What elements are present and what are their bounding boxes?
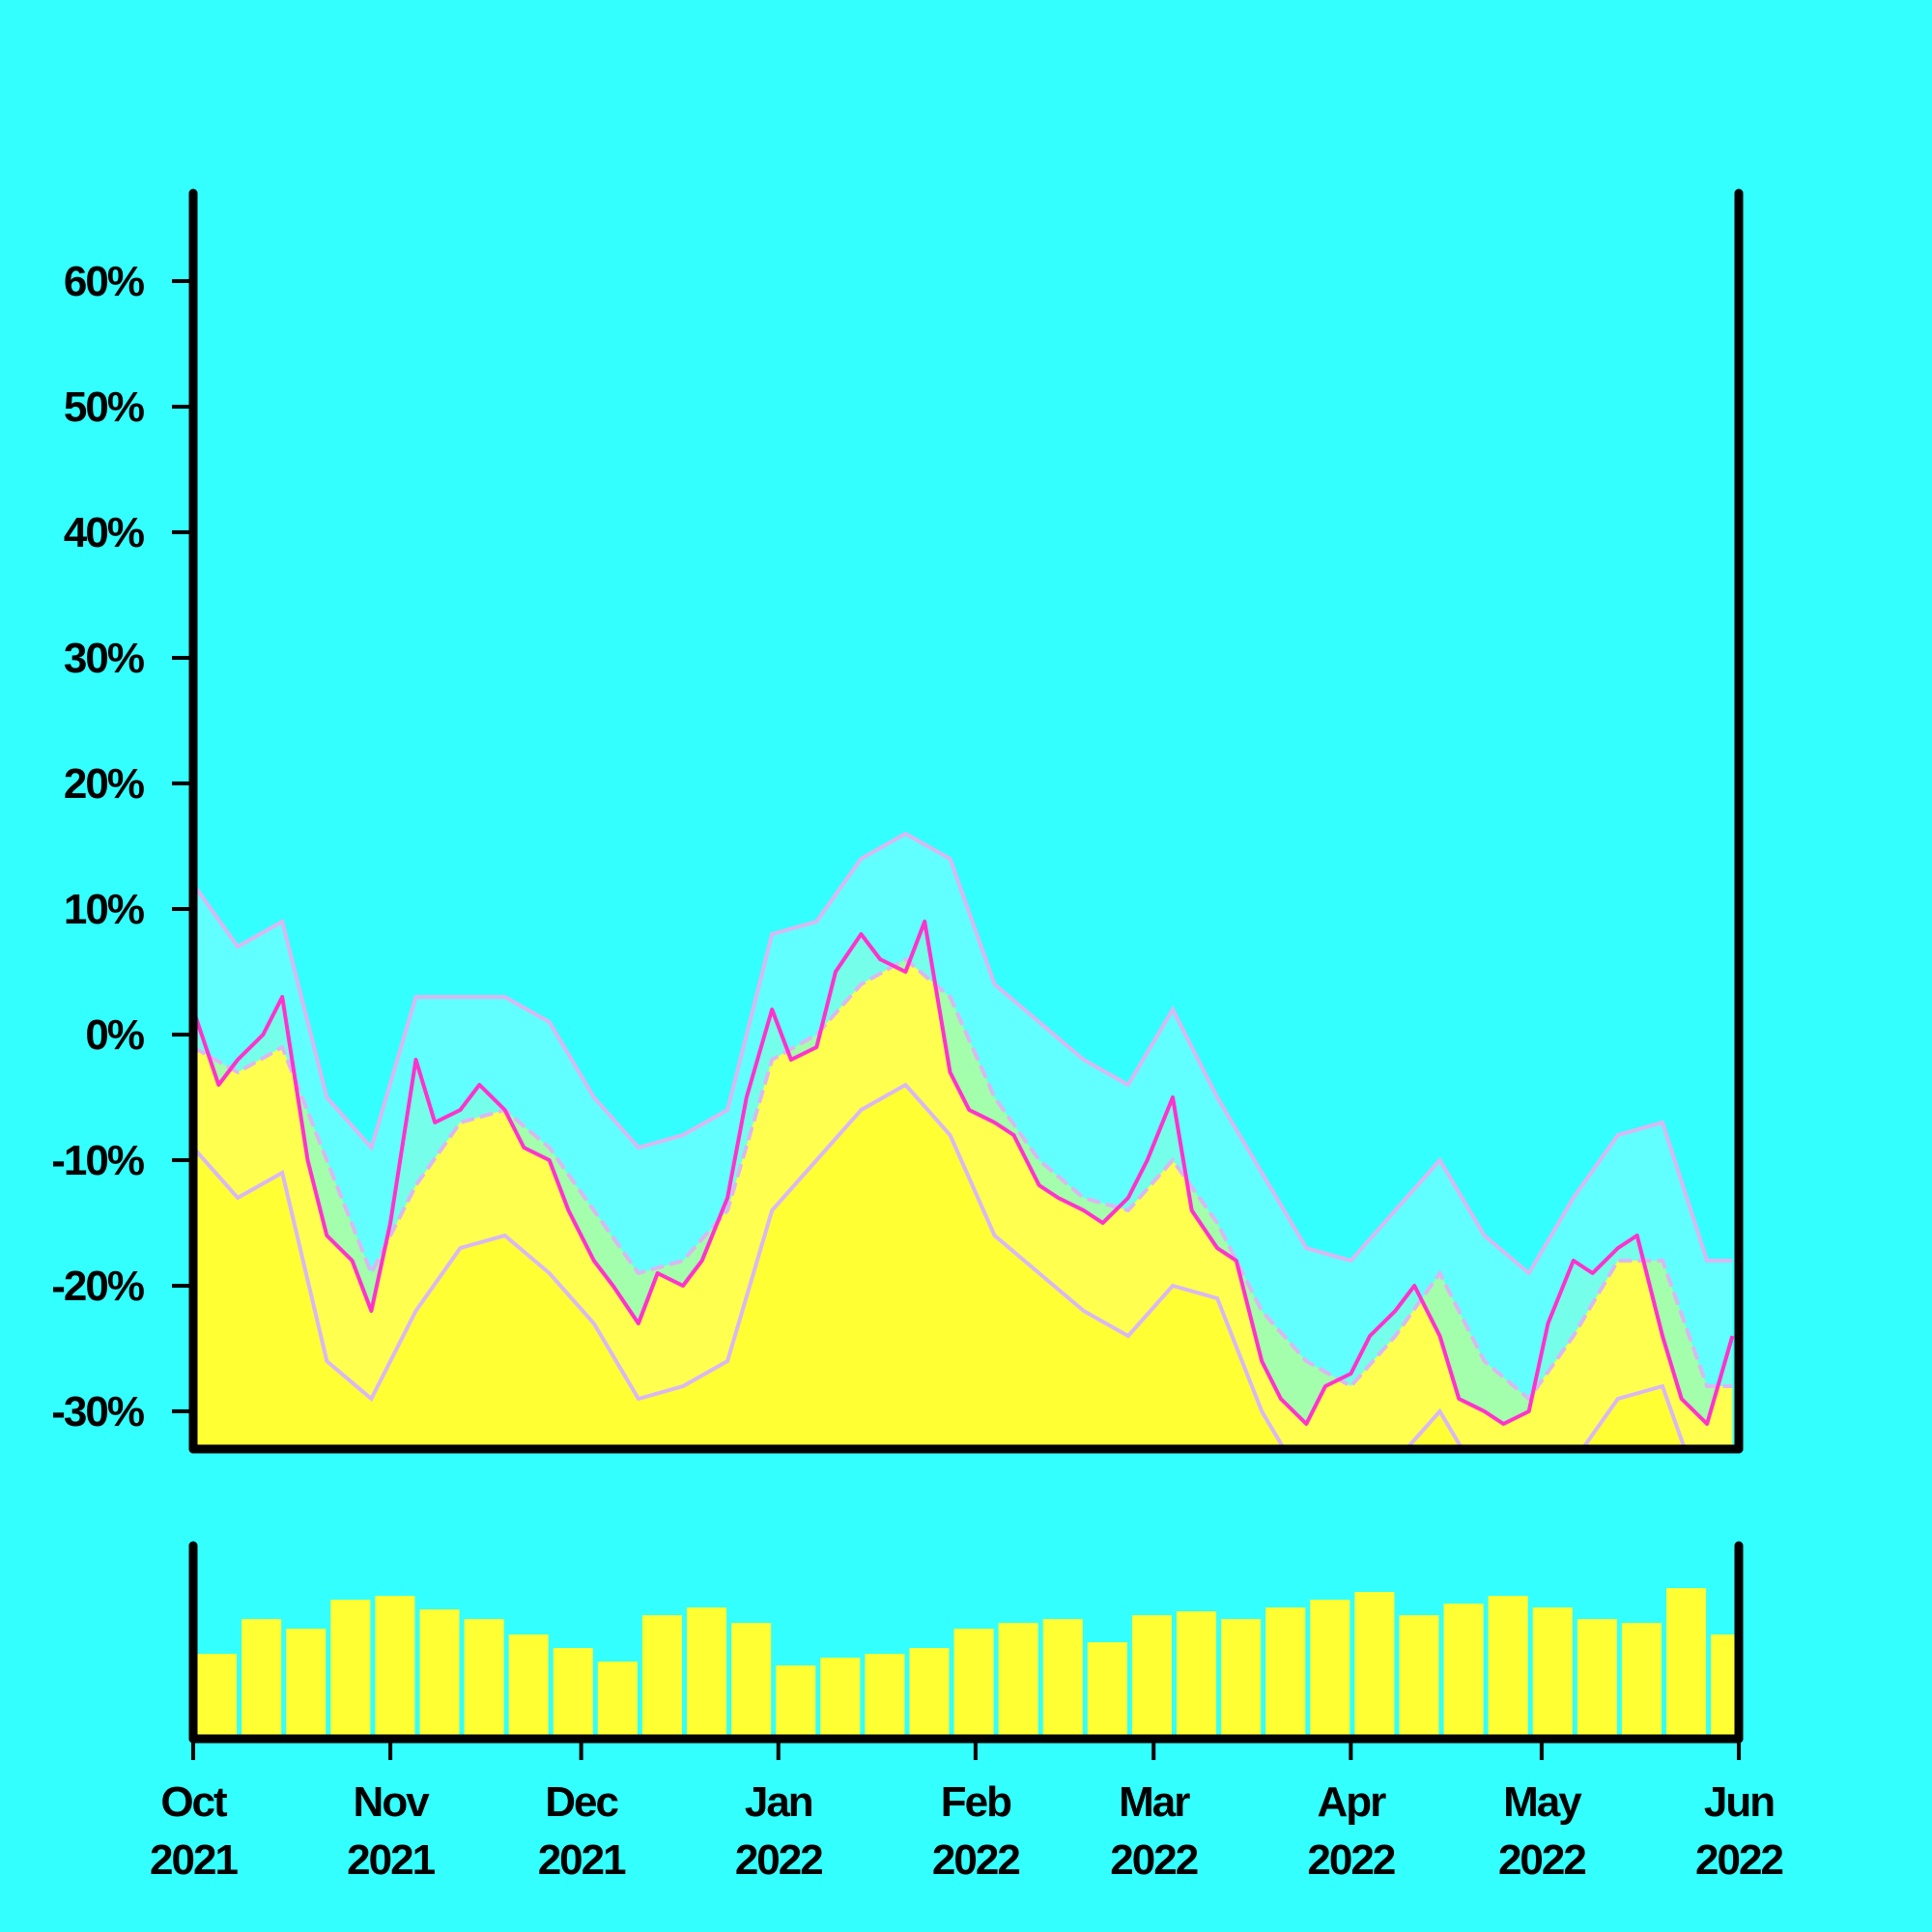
x-tick: Nov 2021: [347, 1739, 438, 1884]
x-tick-month: Jun: [1704, 1778, 1774, 1826]
volume-bar: [1087, 1642, 1127, 1735]
x-axis-ticks: Oct 2021 Nov 2021 Dec 2021 Jan 2022 Feb 2022 Mar 20…: [150, 1739, 1784, 1884]
x-tick: Apr 2022: [1307, 1739, 1397, 1884]
volume-bar: [776, 1665, 816, 1735]
volume-bar: [1443, 1604, 1484, 1735]
y-tick-label: 0%: [85, 1011, 143, 1059]
volume-bar: [1665, 1588, 1707, 1735]
x-tick: Jan 2022: [735, 1739, 824, 1884]
y-tick: 0%: [85, 1011, 193, 1059]
volume-bar: [641, 1615, 682, 1735]
x-tick-year: 2022: [1110, 1836, 1197, 1884]
main-plot-area: [193, 831, 1735, 1449]
x-tick-month: Oct: [160, 1778, 228, 1826]
x-tick-year: 2022: [1695, 1836, 1782, 1884]
x-tick-month: Feb: [941, 1778, 1011, 1826]
x-tick-year: 2022: [1498, 1836, 1585, 1884]
volume-bar: [1488, 1596, 1528, 1735]
volume-bar: [1310, 1600, 1350, 1735]
volume-bar: [553, 1648, 593, 1735]
x-tick: Dec 2021: [538, 1739, 628, 1884]
volume-bar: [1577, 1619, 1617, 1735]
x-tick-year: 2022: [932, 1836, 1019, 1884]
volume-bar: [1354, 1592, 1395, 1735]
y-tick-label: 40%: [64, 509, 144, 556]
x-tick-month: Mar: [1119, 1778, 1190, 1826]
x-tick: Oct 2021: [150, 1739, 240, 1884]
upper-band-line: [193, 831, 1733, 1277]
x-tick-year: 2021: [538, 1836, 626, 1884]
y-tick-label: -30%: [51, 1388, 144, 1435]
x-tick-year: 2022: [1307, 1836, 1394, 1884]
volume-bar: [242, 1619, 282, 1735]
volume-bar: [375, 1596, 415, 1735]
value-line: [193, 920, 1735, 1426]
y-tick-label: -10%: [51, 1137, 144, 1184]
volume-bar: [508, 1634, 549, 1735]
volume-bar: [820, 1658, 861, 1735]
x-tick-year: 2022: [735, 1836, 822, 1884]
volume-bar: [731, 1623, 772, 1735]
y-tick: 40%: [64, 509, 193, 556]
x-tick: Jun 2022: [1695, 1739, 1784, 1884]
volume-bar: [865, 1654, 905, 1735]
x-tick-month: Nov: [354, 1778, 431, 1826]
volume-bar: [1131, 1615, 1172, 1735]
y-tick-label: 20%: [64, 760, 144, 808]
volume-bar: [330, 1600, 371, 1735]
x-tick-month: May: [1503, 1778, 1582, 1826]
upper-band-area: [193, 834, 1733, 1399]
volume-bar: [197, 1654, 238, 1735]
volume-bar: [597, 1662, 638, 1735]
volume-bar: [909, 1648, 950, 1735]
y-tick: 20%: [64, 760, 193, 808]
y-tick-label: 60%: [64, 258, 144, 305]
x-tick-year: 2021: [347, 1836, 435, 1884]
volume-bar: [1711, 1634, 1735, 1735]
x-tick-month: Jan: [745, 1778, 812, 1826]
y-tick-label: 50%: [64, 384, 144, 431]
y-tick: 30%: [64, 635, 193, 682]
volume-bar: [953, 1629, 994, 1735]
y-axis-ticks: 60% 50% 40% 30% 20% 10% 0% -10% -20% -30%: [51, 258, 193, 1435]
volume-bar: [1399, 1615, 1439, 1735]
volume-panel: Oct 2021 Nov 2021 Dec 2021 Jan 2022 Feb 2022 Mar 20…: [150, 1541, 1784, 1884]
volume-bar: [1621, 1623, 1662, 1735]
volume-bar: [419, 1609, 460, 1735]
volume-bar: [464, 1619, 504, 1735]
volume-bar: [286, 1629, 327, 1735]
main-panel-frame: [188, 188, 1744, 1454]
value-area: [193, 922, 1733, 1449]
y-tick: -10%: [51, 1137, 193, 1184]
y-tick: 60%: [64, 258, 193, 305]
volume-bar: [1042, 1619, 1083, 1735]
x-tick: May 2022: [1498, 1739, 1587, 1884]
y-tick-label: 10%: [64, 886, 144, 933]
volume-bar: [1532, 1607, 1573, 1735]
x-tick-year: 2021: [150, 1836, 238, 1884]
volume-bar: [1176, 1611, 1217, 1735]
x-tick-month: Dec: [545, 1778, 618, 1826]
x-tick-month: Apr: [1317, 1778, 1386, 1826]
main-panel: 60% 50% 40% 30% 20% 10% 0% -10% -20% -30%: [51, 188, 1744, 1454]
x-tick: Mar 2022: [1110, 1739, 1200, 1884]
y-tick-label: 30%: [64, 635, 144, 682]
volume-bar: [686, 1607, 727, 1735]
y-tick-label: -20%: [51, 1263, 144, 1310]
volume-bar: [1221, 1619, 1262, 1735]
volume-bars: [197, 1588, 1735, 1735]
volume-bar: [1265, 1607, 1306, 1735]
moving-average-line: [193, 956, 1733, 1402]
volume-bar: [998, 1623, 1038, 1735]
x-tick: Feb 2022: [932, 1739, 1021, 1884]
lower-band-line: [193, 1082, 1688, 1449]
mid-band-area: [193, 959, 1733, 1449]
